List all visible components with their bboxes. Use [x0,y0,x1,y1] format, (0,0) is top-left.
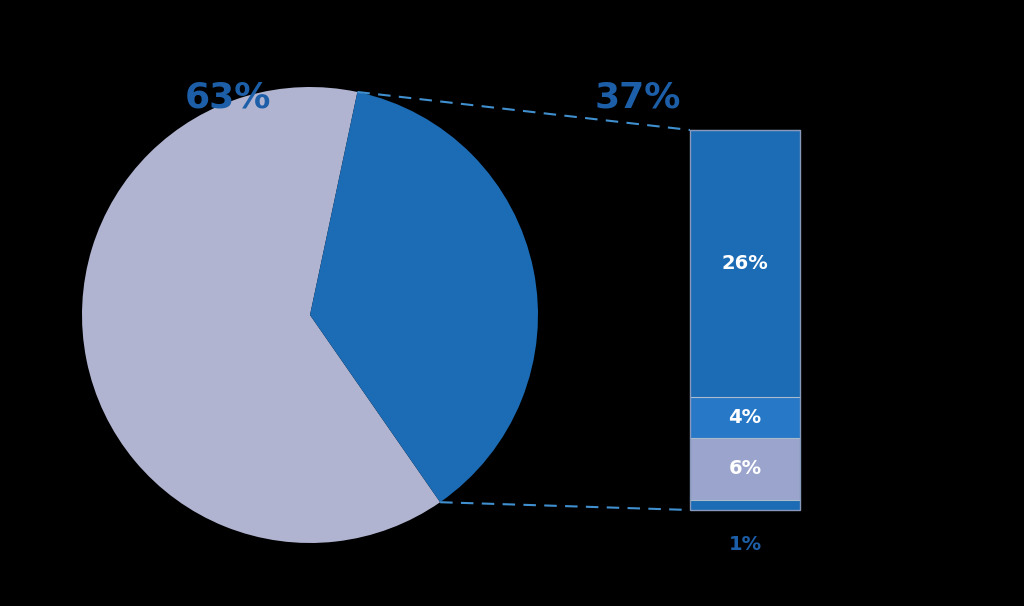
Bar [690,130,800,397]
Bar [690,438,800,500]
Text: 37%: 37% [595,80,681,114]
Bar [690,130,800,510]
Wedge shape [82,87,440,543]
Wedge shape [310,92,538,502]
Text: 6%: 6% [728,459,762,478]
Bar [690,397,800,438]
Text: 4%: 4% [728,408,762,427]
Text: 1%: 1% [728,535,762,554]
Bar [690,500,800,510]
Text: 26%: 26% [722,254,768,273]
Text: 63%: 63% [185,80,271,114]
